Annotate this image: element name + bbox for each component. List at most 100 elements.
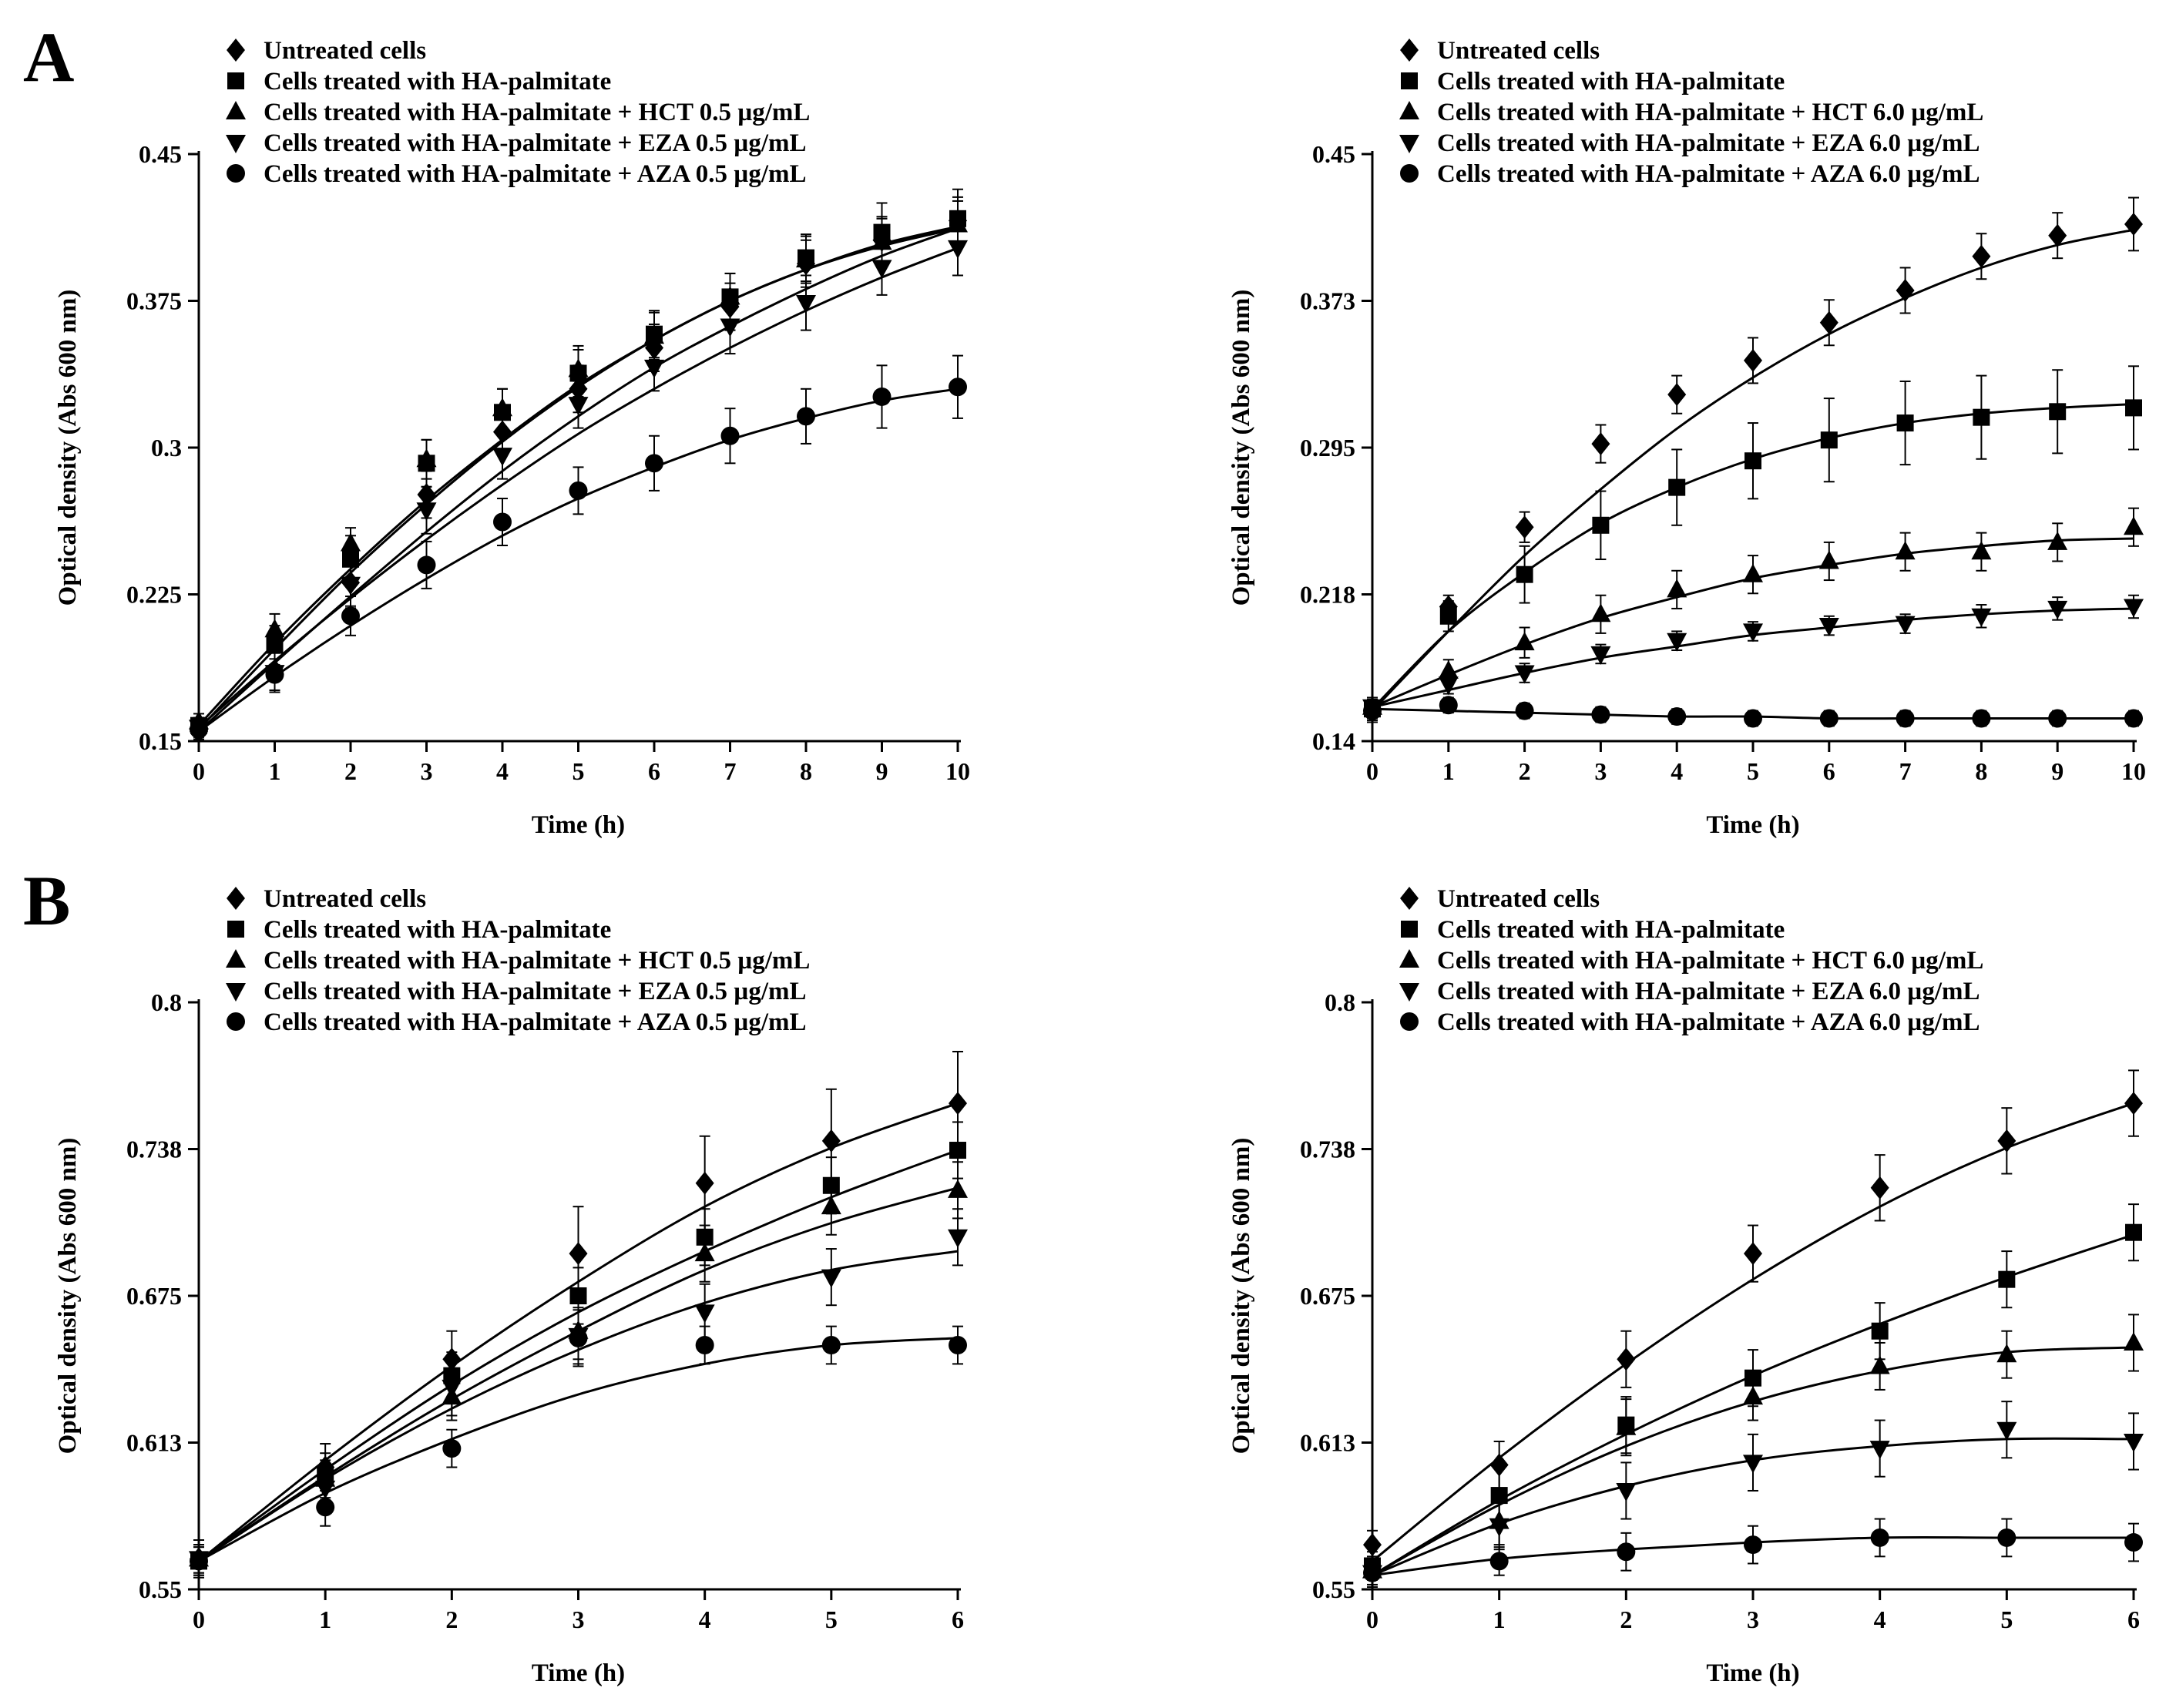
fit-curve-series-4 [1372,607,2134,709]
legend-marker-diamond [1400,887,1419,910]
legend-marker-diamond [1400,39,1419,62]
data-point-triangle-up [2124,1331,2144,1351]
legend-marker-circle [1400,164,1419,183]
x-axis-title: Time (h) [532,1659,625,1687]
chart-a-left: 0.15 0.225 0.3 0.375 0.45 0 1 2 3 4 5 6 7 8 9 10 Time (h… [54,37,970,839]
data-point-diamond [1744,1242,1762,1266]
data-point-diamond [1363,1533,1382,1557]
x-tick-label: 3 [573,1606,585,1633]
legend-label: Untreated cells [264,37,426,65]
fit-curve-series-2 [1371,402,2134,710]
data-point-triangle-down [2047,600,2068,619]
data-point-square [949,1142,966,1159]
x-tick-label: 10 [2121,757,2146,785]
x-axis-title: Time (h) [1706,1659,1799,1687]
data-point-triangle-down [1869,1441,1890,1460]
data-point-triangle-down [1590,646,1611,665]
data-point-square [1592,516,1610,534]
data-point-triangle-up [341,532,361,552]
fit-curve-series-4 [198,247,959,729]
data-point-circle [720,426,740,445]
legend-marker-square [1401,921,1418,938]
data-point-circle [1363,1563,1382,1582]
y-tick-label: 0.675 [126,1282,182,1310]
legend-label: Cells treated with HA-palmitate + AZA 6.… [1437,160,1980,188]
x-tick-label: 2 [344,757,357,785]
data-point-circle [1667,707,1687,726]
data-point-circle [1489,1552,1509,1571]
data-point-triangle-up [568,358,589,378]
data-point-triangle-up [416,448,437,468]
data-point-triangle-down [341,576,361,596]
data-point-triangle-up [1743,563,1763,582]
chart-b-right: 0.55 0.613 0.675 0.738 0.8 0 1 2 3 4 5 6 Time (h) Opt… [1227,885,2144,1687]
legend-label: Cells treated with HA-palmitate [264,916,611,944]
fit-curve-series-1 [1371,228,2134,712]
y-tick-label: 0.55 [139,1575,182,1603]
x-tick-label: 0 [1366,1606,1378,1633]
x-axis-title: Time (h) [1706,811,1799,839]
legend-label: Untreated cells [1437,37,1600,65]
x-tick-label: 4 [699,1606,711,1633]
data-point-circle [569,481,588,500]
data-point-triangle-up [1895,541,1916,560]
data-point-circle [190,1552,208,1571]
data-point-diamond [2124,212,2143,236]
x-tick-label: 5 [825,1606,838,1633]
data-point-circle [2124,1533,2143,1552]
data-point-triangle-down [1895,616,1916,635]
data-point-circle [265,665,284,684]
data-point-triangle-up [948,1179,968,1198]
x-tick-label: 3 [1594,757,1607,785]
panel-label-b: B [23,861,70,940]
data-point-triangle-up [644,325,664,344]
x-tick-label: 3 [421,757,433,785]
y-tick-label: 0.373 [1300,287,1355,315]
legend-marker-circle [227,1012,245,1031]
data-point-square [1871,1322,1889,1340]
legend-marker-circle [1400,1012,1419,1031]
data-point-triangle-down [1971,608,1992,627]
data-point-circle [872,387,892,406]
y-tick-label: 0.675 [1300,1282,1355,1310]
x-tick-label: 8 [1975,757,1987,785]
x-tick-label: 8 [800,757,812,785]
data-point-triangle-up [1869,1355,1890,1374]
data-point-triangle-down [796,295,816,314]
legend-marker-circle [227,164,245,183]
y-tick-label: 0.45 [1312,140,1355,168]
legend-marker-triangle-down [226,135,246,153]
y-axis-title: Optical density (Abs 600 nm) [54,1138,82,1455]
x-tick-label: 6 [648,757,660,785]
data-point-triangle-up [1590,603,1611,622]
legend-label: Cells treated with HA-palmitate + HCT 6.… [1437,99,1983,126]
legend-label: Cells treated with HA-palmitate + AZA 0.… [264,160,807,188]
data-point-triangle-down [871,260,892,279]
y-tick-label: 0.738 [1300,1136,1355,1163]
data-point-triangle-up [1616,1416,1637,1435]
data-point-triangle-down [948,1229,968,1248]
data-point-triangle-down [720,318,740,337]
x-axis-title: Time (h) [532,811,625,839]
data-point-triangle-down [1996,1421,2017,1441]
x-tick-label: 9 [2051,757,2064,785]
data-point-triangle-up [694,1243,715,1262]
data-point-circle [569,1328,588,1347]
data-point-circle [1896,709,1915,728]
data-point-circle [797,407,815,426]
legend-label: Untreated cells [1437,885,1600,913]
data-point-square [1668,478,1686,496]
legend-label: Cells treated with HA-palmitate + EZA 0.… [264,978,807,1005]
fit-curve-series-5 [198,1337,959,1562]
x-tick-label: 2 [445,1606,458,1633]
y-tick-label: 0.218 [1300,581,1355,609]
legend-marker-triangle-up [226,949,246,968]
data-point-diamond [1515,515,1534,539]
x-tick-label: 0 [193,757,205,785]
x-tick-label: 0 [1366,757,1378,785]
data-point-diamond [1617,1347,1636,1371]
data-point-square [2049,403,2067,421]
legend-label: Cells treated with HA-palmitate + AZA 6.… [1437,1008,1980,1036]
y-axis-title: Optical density (Abs 600 nm) [1227,290,1255,606]
data-point-triangle-down [568,397,589,416]
